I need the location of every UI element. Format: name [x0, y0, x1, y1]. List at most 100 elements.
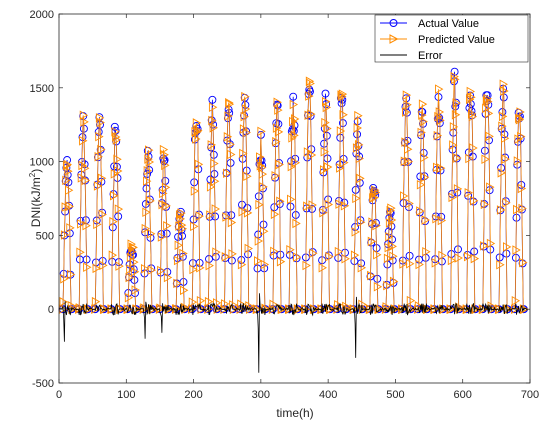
predicted-value-point	[437, 215, 447, 226]
predicted-value-point	[515, 113, 524, 124]
x-tick-label: 0	[56, 389, 62, 401]
predicted-value-point	[192, 134, 201, 144]
predicted-value-point	[239, 148, 248, 159]
predicted-value-point	[387, 203, 396, 213]
x-tick-label: 700	[521, 389, 539, 401]
predicted-value-point	[372, 220, 381, 231]
predicted-value-point	[194, 159, 204, 170]
predicted-value-point	[339, 110, 348, 120]
predicted-value-point	[93, 181, 103, 191]
predicted-value-point	[276, 196, 285, 207]
predicted-value-point	[91, 304, 100, 314]
predicted-value-point	[341, 253, 350, 264]
predicted-value-point	[210, 176, 220, 187]
predicted-value-point	[96, 117, 105, 128]
predicted-value-point	[435, 84, 444, 94]
predicted-value-point	[306, 78, 315, 89]
predicted-value-point	[79, 136, 88, 146]
actual-value-point	[450, 67, 459, 76]
predicted-value-point	[470, 253, 480, 264]
predicted-value-point	[66, 269, 76, 280]
predicted-value-point	[417, 127, 426, 138]
predicted-value-point	[449, 122, 459, 132]
predicted-value-point	[515, 114, 525, 125]
y-tick-label: 0	[48, 304, 54, 316]
y-tick-label: -500	[32, 378, 54, 390]
y-tick-label: 1000	[30, 157, 54, 169]
predicted-value-point	[421, 215, 430, 225]
predicted-value-point	[109, 216, 118, 227]
predicted-value-point	[115, 261, 124, 271]
predicted-value-point	[196, 262, 205, 273]
actual-value-point	[110, 122, 119, 131]
predicted-value-point	[385, 231, 394, 242]
predicted-value-point	[224, 111, 233, 121]
predicted-value-point	[449, 140, 458, 150]
predicted-value-point	[241, 91, 250, 102]
predicted-value-point	[437, 163, 446, 173]
predicted-value-point	[221, 252, 231, 262]
predicted-value-point	[260, 226, 269, 237]
predicted-value-point	[325, 251, 334, 262]
predicted-value-point	[274, 105, 283, 115]
predicted-value-point	[512, 245, 521, 255]
predicted-value-point	[511, 296, 521, 306]
predicted-value-point	[193, 127, 202, 137]
predicted-value-point	[242, 127, 251, 138]
predicted-value-point	[141, 223, 151, 234]
predicted-value-point	[125, 272, 134, 283]
predicted-value-point	[78, 160, 87, 171]
predicted-value-point	[83, 262, 92, 273]
predicted-value-point	[483, 93, 492, 104]
predicted-value-point	[498, 111, 508, 122]
predicted-value-point	[66, 223, 75, 233]
predicted-value-point	[94, 151, 103, 162]
legend-predicted-marker	[389, 34, 399, 44]
predicted-value-point	[436, 115, 445, 126]
predicted-value-point	[196, 296, 206, 306]
predicted-value-point	[95, 131, 104, 142]
legend-actual-marker	[389, 19, 398, 27]
predicted-value-point	[433, 130, 443, 141]
predicted-value-point	[190, 221, 199, 232]
predicted-value-point	[319, 165, 329, 175]
predicted-value-point	[108, 250, 118, 260]
predicted-value-point	[407, 304, 416, 314]
predicted-value-point	[258, 169, 268, 179]
predicted-value-point	[303, 147, 313, 157]
predicted-value-point	[382, 302, 391, 312]
predicted-value-point	[480, 199, 490, 210]
predicted-value-point	[212, 247, 221, 257]
predicted-value-point	[273, 97, 282, 108]
predicted-value-point	[371, 187, 381, 198]
predicted-value-point	[399, 259, 408, 269]
predicted-value-point	[259, 182, 268, 192]
predicted-value-point	[324, 162, 333, 172]
predicted-value-point	[480, 241, 489, 251]
legend: Actual Value Predicted Value Error	[374, 14, 529, 63]
predicted-value-point	[500, 86, 509, 96]
predicted-value-point	[303, 201, 312, 211]
predicted-value-point	[448, 192, 457, 203]
predicted-value-point	[130, 266, 140, 277]
predicted-value-point	[163, 221, 172, 231]
error-line	[58, 293, 528, 373]
predicted-value-point	[323, 123, 332, 134]
predicted-value-point	[256, 160, 266, 171]
predicted-value-point	[157, 265, 166, 276]
predicted-value-point	[514, 134, 523, 144]
predicted-value-point	[466, 86, 476, 97]
predicted-value-point	[431, 258, 441, 268]
predicted-value-point	[272, 136, 281, 147]
legend-predicted-label: Predicted Value	[418, 34, 495, 46]
predicted-value-point	[389, 251, 398, 261]
predicted-value-point	[97, 173, 107, 184]
predicted-value-point	[62, 175, 71, 186]
predicted-value-point	[211, 204, 221, 214]
predicted-value-point	[130, 257, 139, 267]
predicted-value-point	[418, 110, 427, 120]
predicted-value-point	[145, 157, 155, 167]
predicted-value-point	[340, 157, 349, 168]
predicted-value-point	[404, 144, 413, 154]
